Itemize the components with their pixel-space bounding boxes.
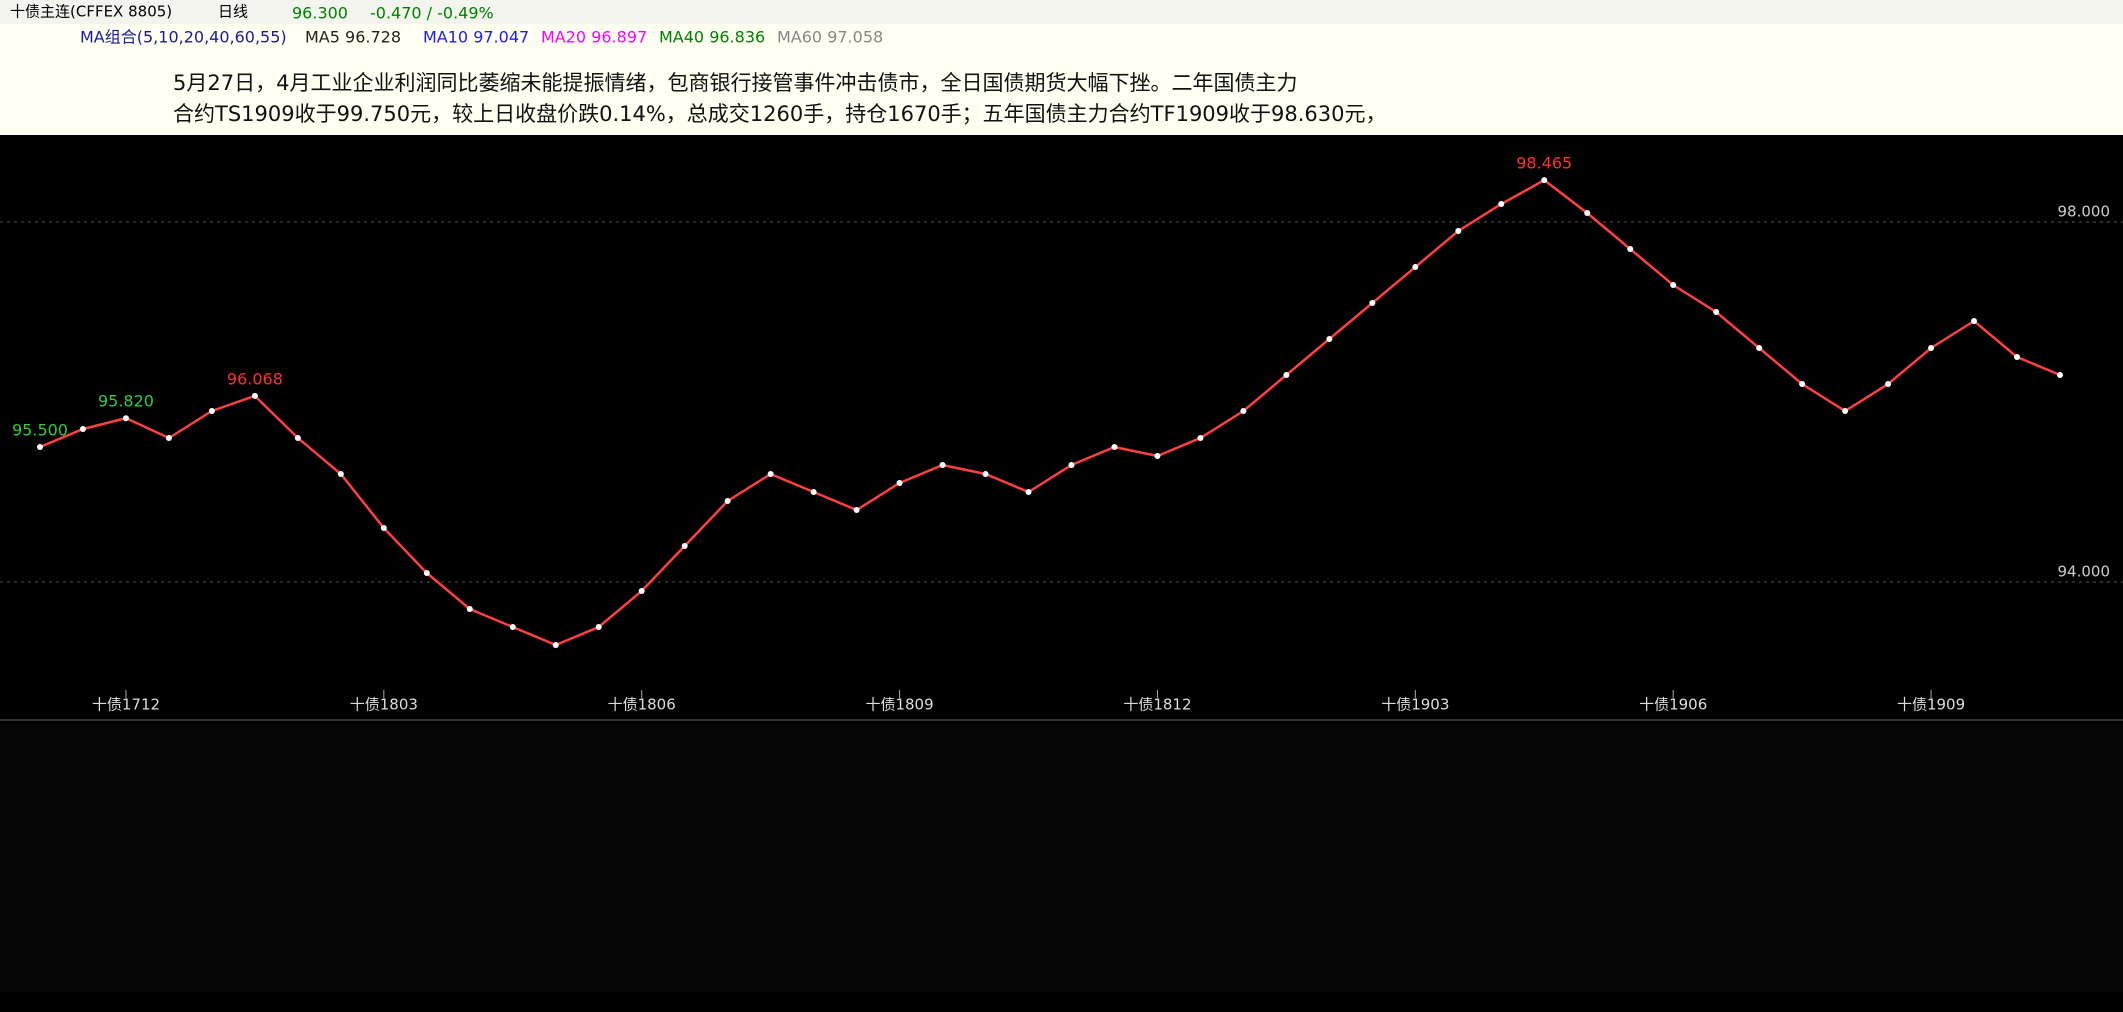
price-point bbox=[1326, 336, 1333, 342]
price-point bbox=[1799, 381, 1806, 387]
price-point bbox=[509, 624, 516, 630]
annotation-line: 合约TS1909收于99.750元，较上日收盘价跌0.14%，总成交1260手，… bbox=[173, 102, 1387, 126]
price-point bbox=[1068, 462, 1075, 468]
price-point bbox=[423, 570, 430, 576]
price-point bbox=[982, 471, 989, 477]
price-point bbox=[1584, 210, 1591, 216]
price-point bbox=[294, 435, 301, 441]
price-point bbox=[810, 489, 817, 495]
price-point bbox=[767, 471, 774, 477]
price-point bbox=[681, 543, 688, 549]
x-tick-label: 十债1812 bbox=[1123, 696, 1191, 714]
ma-item: MA20 96.897 bbox=[541, 28, 647, 47]
x-tick-label: 十债1903 bbox=[1381, 696, 1449, 714]
volume-pane bbox=[0, 724, 2123, 992]
price-point bbox=[896, 480, 903, 486]
extreme-label: 98.465 bbox=[1516, 154, 1572, 173]
price-point bbox=[724, 498, 731, 504]
price-point bbox=[1971, 318, 1978, 324]
price-point bbox=[853, 507, 860, 513]
price-point bbox=[1670, 282, 1677, 288]
price-point bbox=[337, 471, 344, 477]
ma-item: MA40 96.836 bbox=[659, 28, 765, 47]
x-tick-label: 十债1712 bbox=[92, 696, 160, 714]
extreme-label: 95.820 bbox=[98, 392, 154, 411]
price-point bbox=[1498, 201, 1505, 207]
price-point bbox=[2057, 372, 2063, 378]
price: 96.300 bbox=[292, 4, 348, 23]
price-point bbox=[1111, 444, 1118, 450]
x-tick-label: 十债1906 bbox=[1639, 696, 1707, 714]
price-point bbox=[1412, 264, 1419, 270]
price-point bbox=[1025, 489, 1032, 495]
price-point bbox=[1756, 345, 1763, 351]
price-point bbox=[939, 462, 946, 468]
price-point bbox=[1928, 345, 1935, 351]
price-point bbox=[208, 408, 215, 414]
price-point bbox=[638, 588, 645, 594]
extreme-label: 95.500 bbox=[12, 421, 68, 440]
x-tick-label: 十债1803 bbox=[350, 696, 418, 714]
x-tick-label: 十债1806 bbox=[608, 696, 676, 714]
ma-item: MA10 97.047 bbox=[423, 28, 529, 47]
price-point bbox=[1713, 309, 1720, 315]
ma-title[interactable]: MA组合(5,10,20,40,60,55) bbox=[80, 28, 287, 47]
ma-item: MA5 96.728 bbox=[305, 28, 401, 47]
period[interactable]: 日线 bbox=[218, 3, 248, 21]
price-point bbox=[1842, 408, 1849, 414]
price-point bbox=[1240, 408, 1247, 414]
price-point bbox=[595, 624, 602, 630]
price-point bbox=[1541, 177, 1548, 184]
price-point bbox=[380, 525, 387, 531]
extreme-label: 96.068 bbox=[227, 369, 283, 388]
price-point bbox=[1283, 372, 1290, 378]
y-tick-label: 94.000 bbox=[2058, 563, 2111, 581]
price-point bbox=[37, 444, 43, 450]
price-point bbox=[79, 426, 86, 432]
price-point bbox=[552, 642, 559, 648]
ma-item: MA60 97.058 bbox=[777, 28, 883, 47]
price-point bbox=[1197, 435, 1204, 441]
price-point bbox=[1369, 300, 1376, 306]
x-tick-label: 十债1909 bbox=[1897, 696, 1965, 714]
price-point bbox=[122, 415, 129, 422]
price-line bbox=[39, 178, 2061, 647]
price-point bbox=[1885, 381, 1892, 387]
toolbar bbox=[0, 0, 2123, 24]
price-point bbox=[165, 435, 172, 441]
y-tick-label: 98.000 bbox=[2058, 203, 2111, 221]
price-point bbox=[1154, 453, 1161, 459]
price-point bbox=[251, 392, 258, 399]
symbol[interactable]: 十债主连(CFFEX 8805) bbox=[10, 3, 172, 21]
price-point bbox=[466, 606, 473, 612]
x-tick-label: 十债1809 bbox=[865, 696, 933, 714]
price-point bbox=[1455, 228, 1462, 234]
change: -0.470 / -0.49% bbox=[370, 4, 494, 23]
annotation-line: 5月27日，4月工业企业利润同比萎缩未能提振情绪，包商银行接管事件冲击债市，全日… bbox=[173, 71, 1297, 95]
price-point bbox=[2014, 354, 2021, 360]
price-point bbox=[1627, 246, 1634, 252]
